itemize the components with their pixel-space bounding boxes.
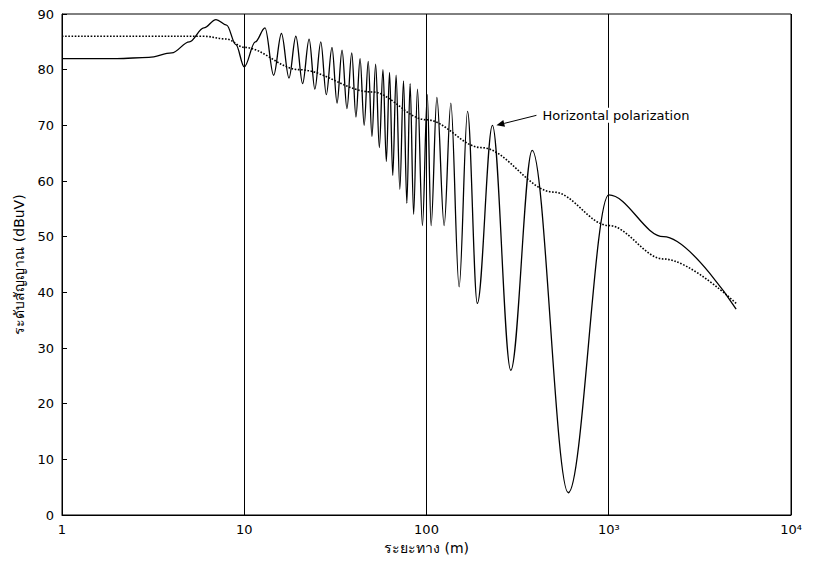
svg-text:10: 10 [236, 522, 253, 537]
svg-text:30: 30 [37, 341, 54, 356]
svg-text:50: 50 [37, 229, 54, 244]
svg-text:90: 90 [37, 7, 54, 22]
svg-text:Horizontal polarization: Horizontal polarization [542, 108, 689, 123]
svg-text:ระดับสัญญาณ (dBuV): ระดับสัญญาณ (dBuV) [11, 194, 27, 334]
svg-text:80: 80 [37, 62, 54, 77]
svg-text:10⁴: 10⁴ [780, 522, 802, 537]
svg-text:10³: 10³ [598, 522, 620, 537]
svg-text:10: 10 [37, 452, 54, 467]
svg-text:70: 70 [37, 118, 54, 133]
svg-text:0: 0 [46, 508, 54, 523]
svg-text:60: 60 [37, 174, 54, 189]
svg-text:ระยะทาง (m): ระยะทาง (m) [384, 540, 469, 556]
svg-text:1: 1 [58, 522, 66, 537]
svg-text:40: 40 [37, 285, 54, 300]
svg-text:100: 100 [414, 522, 439, 537]
svg-text:20: 20 [37, 396, 54, 411]
